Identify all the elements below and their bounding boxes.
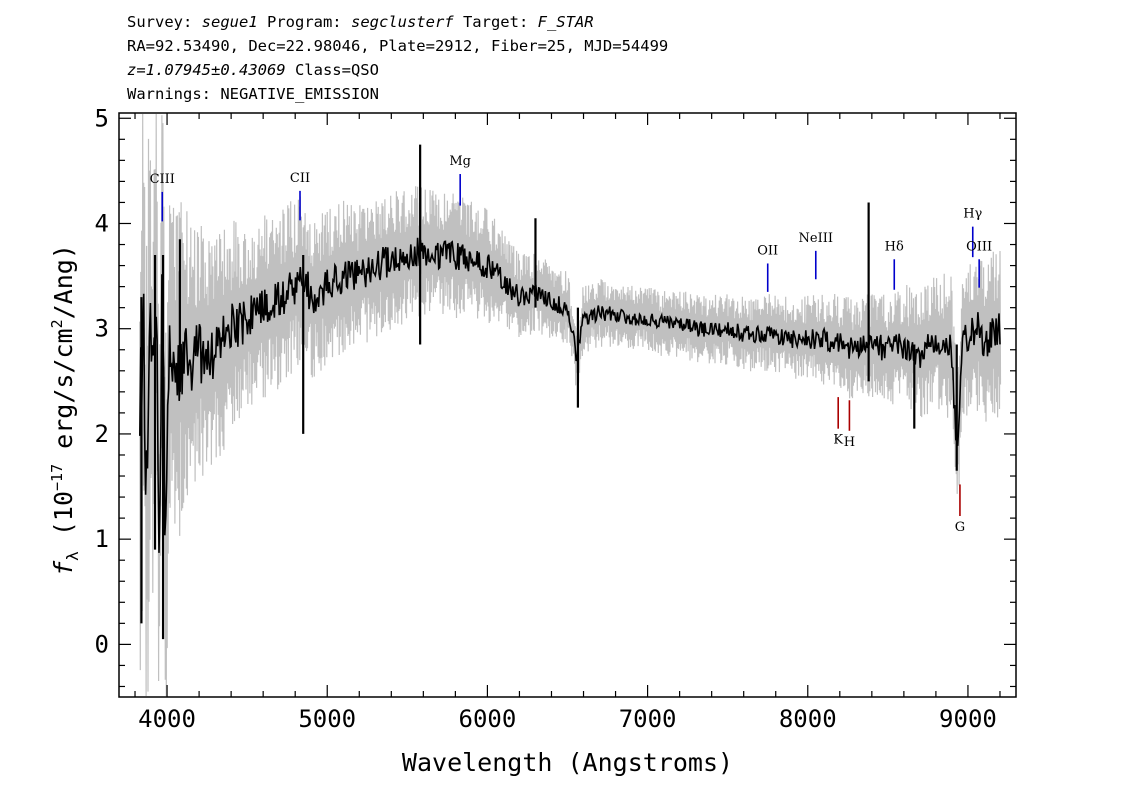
spectral-line-label-g: G — [955, 520, 965, 535]
y-axis-unit-c: /Ang) — [49, 244, 78, 319]
spectrum-header: Survey: segue1 Program: segclusterf Targ… — [127, 10, 1027, 106]
header-line-redshift: z=1.07945±0.43069 Class=QSO — [127, 58, 1027, 82]
flux-layer — [139, 144, 1001, 640]
y-axis-subscript: λ — [63, 551, 82, 561]
y-tick-label: 1 — [95, 525, 109, 553]
spectral-lines-layer: CIII CII Mg OII NeIII Hδ Hγ OIII K H G — [150, 154, 993, 535]
class-value: Class=QSO — [285, 61, 379, 79]
spectral-line-label-ciii: CIII — [150, 172, 175, 187]
program-value: segclusterf — [350, 13, 454, 31]
survey-label: Survey: — [127, 13, 202, 31]
redshift-value: z=1.07945±0.43069 — [127, 61, 286, 79]
y-axis-exponent-2: 2 — [48, 319, 66, 328]
x-tick-label: 8000 — [779, 705, 837, 733]
spectral-line-label-mg: Mg — [449, 154, 471, 169]
y-axis-unit-b: erg/s/cm — [49, 328, 78, 463]
spectral-line-label-oii: OII — [757, 243, 778, 258]
y-axis-title: fλ (10−17 erg/s/cm2/Ang) — [48, 244, 82, 576]
y-tick-label: 2 — [95, 420, 109, 448]
program-label: Program: — [257, 13, 351, 31]
error-band — [139, 113, 1002, 697]
survey-value: segue1 — [201, 13, 258, 31]
x-axis-title: Wavelength (Angstroms) — [402, 748, 733, 777]
spectral-line-label-oiii: OIII — [966, 239, 992, 254]
spectral-line-label-k: K — [833, 433, 843, 448]
error-band-layer — [139, 113, 1002, 697]
spectral-line-label-neiii: NeIII — [799, 231, 833, 246]
spectral-line-label-h: H — [844, 435, 855, 450]
x-tick-label: 9000 — [939, 705, 997, 733]
x-tick-label: 7000 — [619, 705, 677, 733]
x-tick-label: 5000 — [298, 705, 356, 733]
spectral-line-label-cii: CII — [290, 171, 310, 186]
x-tick-label: 4000 — [138, 705, 196, 733]
spectral-line-label-h: Hδ — [885, 239, 904, 254]
spectral-line-label-h: Hγ — [963, 207, 982, 222]
x-tick-label: 6000 — [459, 705, 517, 733]
y-tick-label: 3 — [95, 315, 109, 343]
header-line-warnings: Warnings: NEGATIVE_EMISSION — [127, 85, 379, 103]
y-tick-label: 5 — [95, 104, 109, 132]
target-label: Target: — [453, 13, 538, 31]
flux-series-line — [139, 237, 1001, 553]
y-axis-symbol: f — [49, 560, 78, 576]
header-line-coordinates: RA=92.53490, Dec=22.98046, Plate=2912, F… — [127, 37, 669, 55]
header-line-survey: Survey: segue1 Program: segclusterf Targ… — [127, 10, 1027, 34]
y-axis-exponent: −17 — [48, 464, 66, 491]
y-tick-label: 0 — [95, 630, 109, 658]
ticks-layer: 4000 5000 6000 7000 8000 9000 0 1 2 3 4 5 — [95, 104, 1016, 733]
y-tick-label: 4 — [95, 209, 109, 237]
target-value: F_STAR — [537, 13, 594, 31]
y-axis-unit-a: (10 — [49, 491, 78, 551]
plot-frame — [118, 112, 1017, 698]
